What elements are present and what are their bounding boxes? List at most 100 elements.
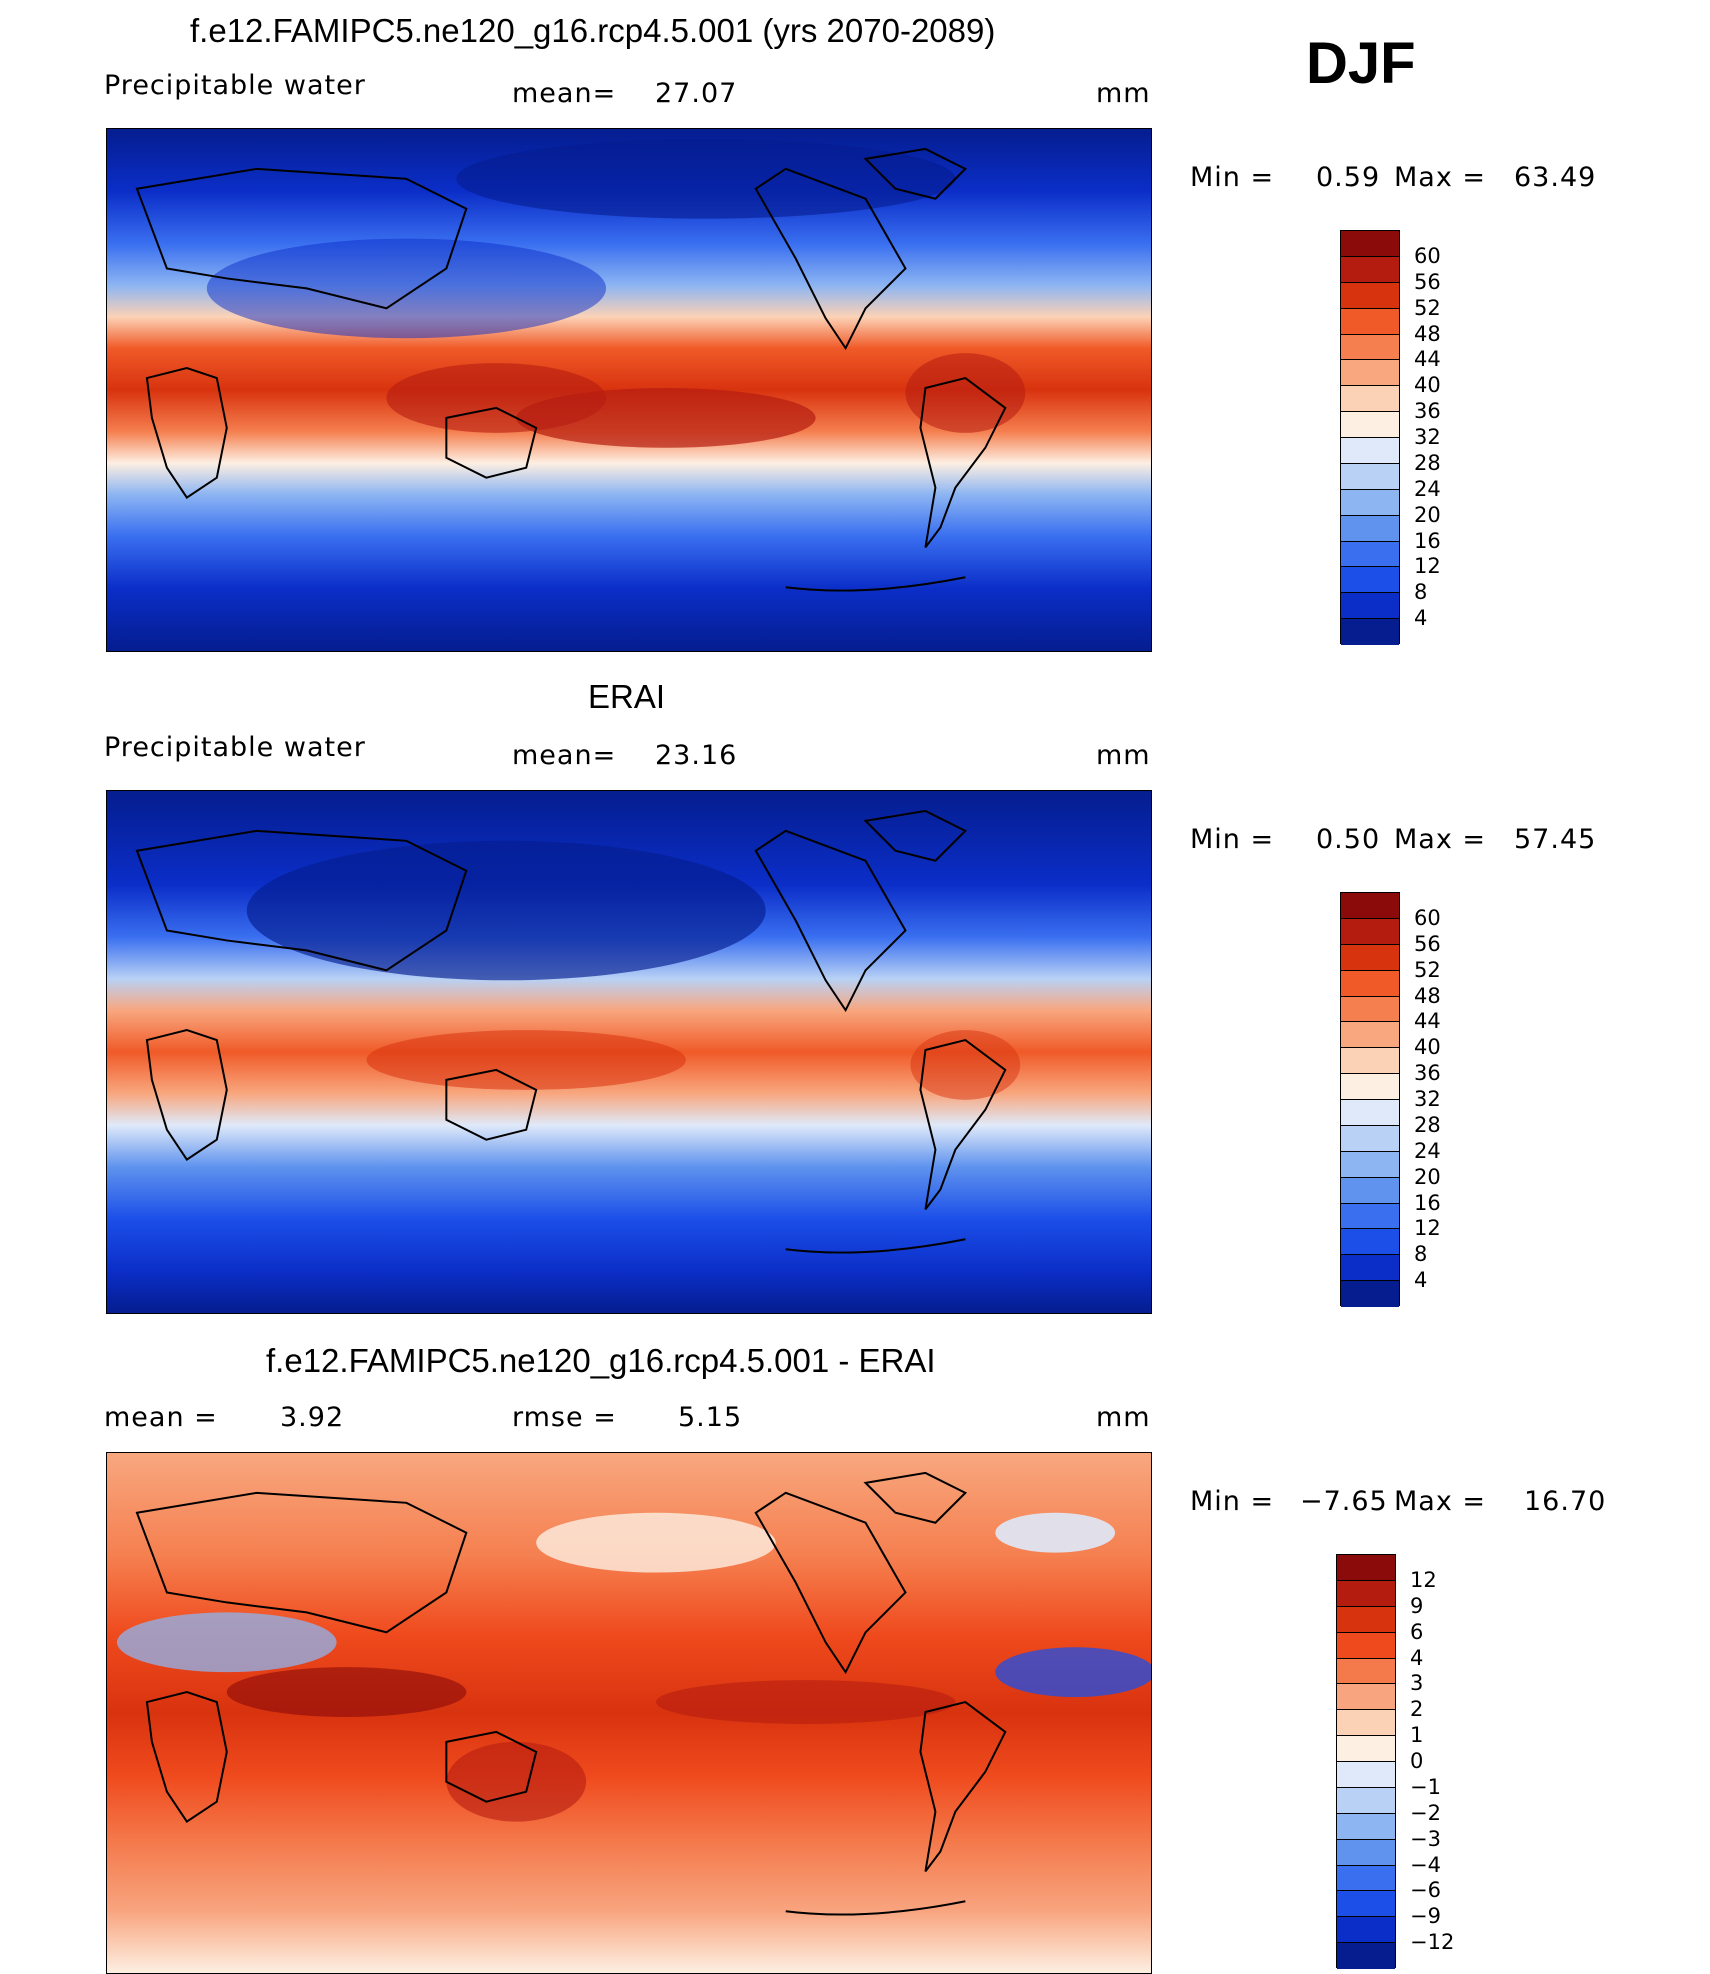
colorbar-segment [1341, 308, 1399, 335]
colorbar-segment [1337, 1606, 1395, 1633]
colorbar-tick-label: 0 [1410, 1749, 1424, 1773]
colorbar-segment [1337, 1865, 1395, 1892]
colorbar-segment [1337, 1710, 1395, 1737]
colorbar-segment [1337, 1839, 1395, 1866]
panel-1-map [106, 128, 1152, 652]
colorbar-segment [1341, 970, 1399, 997]
colorbar-segment [1337, 1555, 1395, 1581]
colorbar-tick-label: −6 [1410, 1878, 1441, 1903]
colorbar-segment [1341, 1100, 1399, 1126]
colorbar-segment [1341, 360, 1399, 387]
panel-3-map [106, 1452, 1152, 1974]
colorbar-tick-label: 52 [1414, 295, 1441, 320]
colorbar-segment [1341, 515, 1399, 542]
colorbar-segment [1341, 412, 1399, 438]
colorbar-tick-label: 12 [1410, 1567, 1437, 1592]
panel-1-mean-value: 27.07 [655, 78, 738, 109]
colorbar-tick-label: 40 [1414, 1035, 1441, 1060]
colorbar-tick-label: 24 [1414, 476, 1441, 501]
colorbar-tick-label: −12 [1410, 1930, 1455, 1955]
colorbar-tick-label: −9 [1410, 1904, 1441, 1929]
colorbar-segment [1341, 918, 1399, 945]
colorbar-tick-label: 48 [1414, 321, 1441, 346]
colorbar-tick-label: 20 [1414, 1164, 1441, 1189]
colorbar-segment [1337, 1813, 1395, 1840]
colorbar-segment [1341, 1229, 1399, 1256]
panel-1-variable-label: Precipitable water [104, 70, 366, 101]
colorbar-segment [1341, 463, 1399, 490]
panel-2-min-value: 0.50 [1316, 824, 1381, 855]
colorbar-tick-label: 1 [1410, 1723, 1424, 1748]
colorbar-segment [1341, 619, 1399, 645]
colorbar-segment [1341, 282, 1399, 309]
colorbar-tick-label: −3 [1410, 1826, 1441, 1851]
colorbar-tick-label: 16 [1414, 1190, 1441, 1215]
colorbar-segment [1341, 944, 1399, 971]
panel-1-units: mm [1096, 78, 1151, 109]
colorbar-tick-label: 44 [1414, 347, 1441, 372]
panel-2-variable-label: Precipitable water [104, 732, 366, 763]
panel-2-mean-label: mean= [512, 740, 617, 771]
panel-3-rmse-value: 5.15 [678, 1402, 743, 1433]
colorbar-tick-label: 4 [1414, 1268, 1428, 1293]
colorbar-segment [1341, 1255, 1399, 1282]
panel-1-title: f.e12.FAMIPC5.ne120_g16.rcp4.5.001 (yrs … [190, 12, 996, 49]
panel-2-mean-value: 23.16 [655, 740, 738, 771]
colorbar-segment [1341, 489, 1399, 516]
panel-2-max-value: 57.45 [1514, 824, 1597, 855]
colorbar-segment [1341, 231, 1399, 257]
colorbar-tick-label: 2 [1410, 1697, 1424, 1722]
colorbar-tick-label: 36 [1414, 399, 1441, 424]
colorbar-tick-label: 12 [1414, 1216, 1441, 1241]
colorbar-segment [1341, 1074, 1399, 1100]
colorbar-tick-label: −1 [1410, 1774, 1441, 1799]
colorbar-tick-label: −2 [1410, 1800, 1441, 1825]
colorbar-tick-label: 4 [1410, 1645, 1424, 1670]
panel-1-colorbar [1340, 230, 1400, 645]
colorbar-segment [1341, 334, 1399, 361]
panel-3-mean-value: 3.92 [280, 1402, 345, 1433]
colorbar-segment [1341, 541, 1399, 568]
panel-3-colorbar [1336, 1554, 1396, 1969]
colorbar-segment [1337, 1917, 1395, 1944]
colorbar-segment [1341, 567, 1399, 594]
panel-1-min-label: Min = [1190, 162, 1275, 193]
panel-1-mean-label: mean= [512, 78, 617, 109]
colorbar-segment [1341, 1125, 1399, 1152]
colorbar-tick-label: 32 [1414, 425, 1441, 449]
colorbar-tick-label: −4 [1410, 1852, 1441, 1877]
panel-3-units: mm [1096, 1402, 1151, 1433]
colorbar-segment [1337, 1736, 1395, 1762]
colorbar-segment [1337, 1684, 1395, 1711]
colorbar-tick-label: 60 [1414, 905, 1441, 930]
colorbar-tick-label: 6 [1410, 1619, 1424, 1644]
panel-3-min-label: Min = [1190, 1486, 1275, 1517]
colorbar-tick-label: 40 [1414, 373, 1441, 398]
colorbar-tick-label: 16 [1414, 528, 1441, 553]
colorbar-segment [1341, 593, 1399, 620]
colorbar-segment [1341, 1203, 1399, 1230]
panel-1-max-value: 63.49 [1514, 162, 1597, 193]
panel-2-map [106, 790, 1152, 1314]
colorbar-tick-label: 24 [1414, 1138, 1441, 1163]
colorbar-segment [1341, 1177, 1399, 1204]
colorbar-tick-label: 9 [1410, 1593, 1424, 1618]
colorbar-tick-label: 60 [1414, 243, 1441, 268]
panel-1-max-label: Max = [1394, 162, 1487, 193]
colorbar-segment [1337, 1632, 1395, 1659]
colorbar-segment [1341, 1048, 1399, 1075]
colorbar-tick-label: 56 [1414, 269, 1441, 294]
colorbar-tick-label: 48 [1414, 983, 1441, 1008]
panel-3-rmse-label: rmse = [512, 1402, 617, 1433]
colorbar-tick-label: 28 [1414, 1112, 1441, 1137]
panel-1-min-value: 0.59 [1316, 162, 1381, 193]
panel-2-units: mm [1096, 740, 1151, 771]
colorbar-segment [1341, 256, 1399, 283]
colorbar-segment [1341, 1151, 1399, 1178]
colorbar-tick-label: 8 [1414, 1242, 1428, 1267]
colorbar-tick-label: 4 [1414, 606, 1428, 631]
colorbar-segment [1337, 1580, 1395, 1607]
colorbar-tick-label: 36 [1414, 1061, 1441, 1086]
colorbar-segment [1341, 996, 1399, 1023]
panel-3-max-label: Max = [1394, 1486, 1487, 1517]
